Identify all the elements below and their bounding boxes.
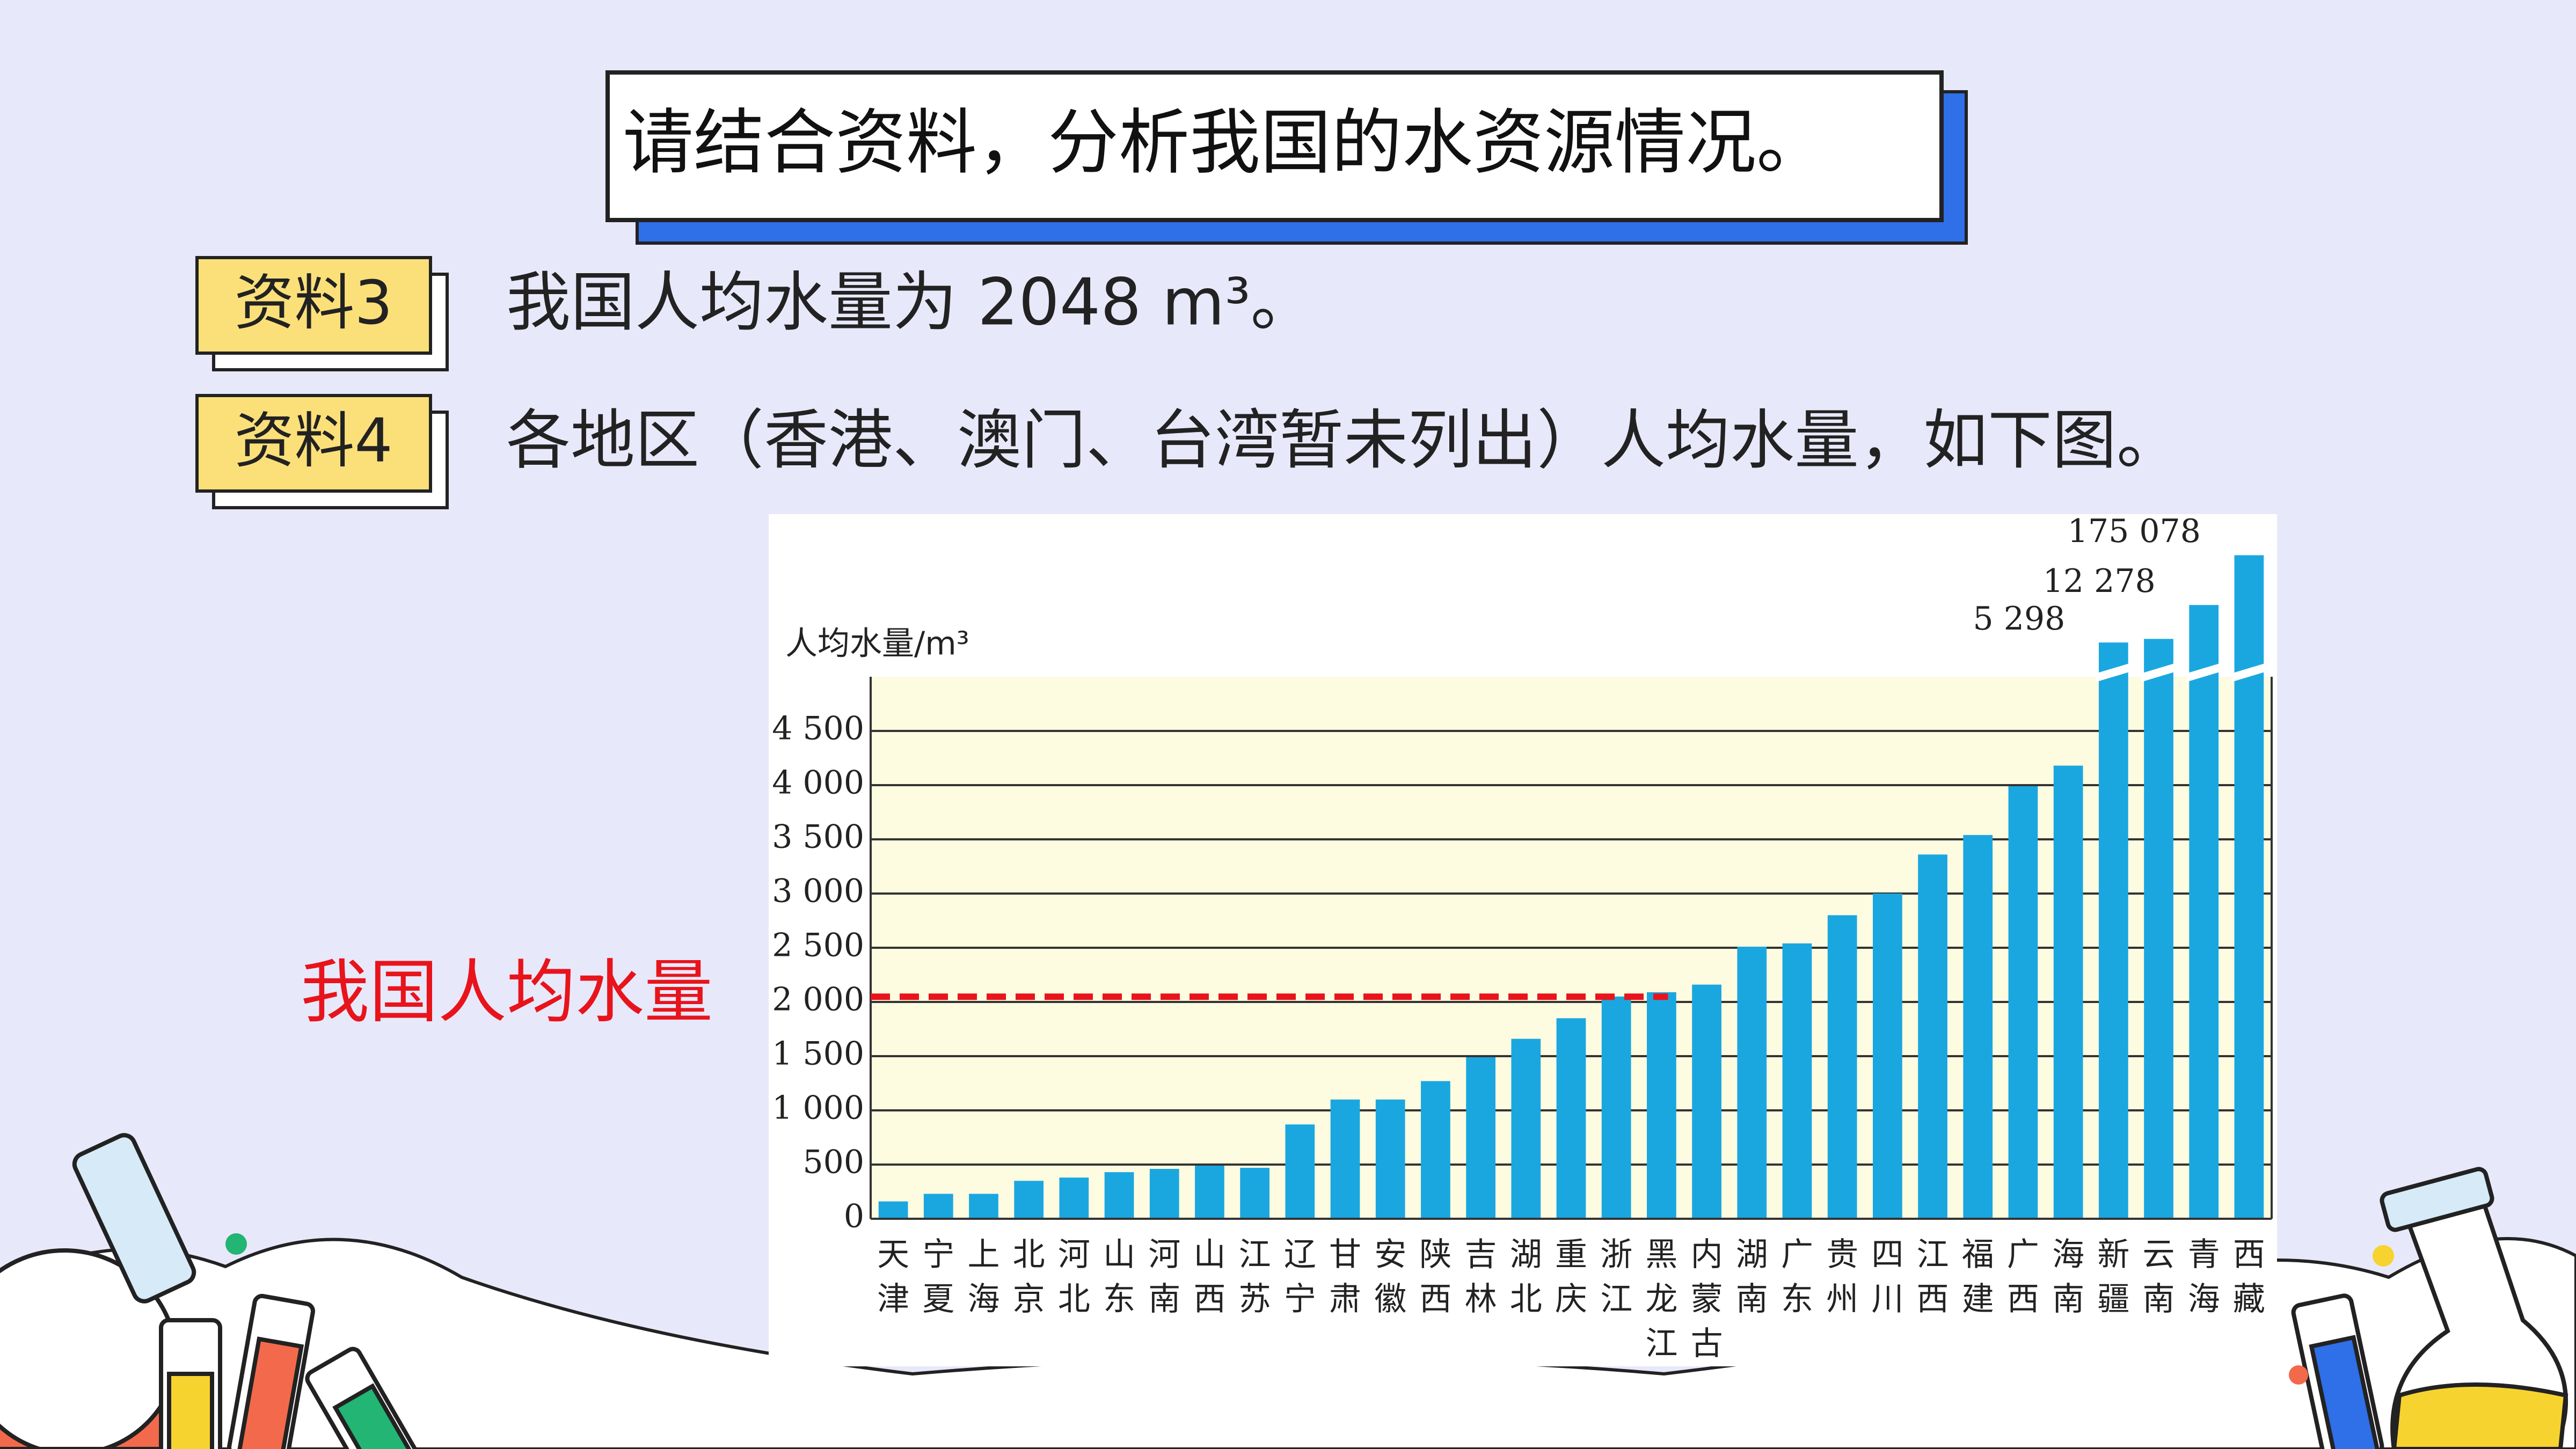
bar bbox=[1240, 1168, 1270, 1219]
x-tick-label: 内蒙古 bbox=[1691, 1236, 1723, 1363]
bar bbox=[1421, 1081, 1450, 1219]
y-tick-label: 4 000 bbox=[772, 764, 864, 802]
x-tick-label: 黑龙江 bbox=[1645, 1236, 1677, 1363]
x-tick-label: 贵州 bbox=[1826, 1236, 1858, 1318]
x-tick-label: 青海 bbox=[2188, 1236, 2220, 1318]
x-tick-label: 山东 bbox=[1103, 1236, 1135, 1318]
axis-break bbox=[2095, 663, 2132, 682]
y-tick-label: 2 500 bbox=[772, 927, 864, 964]
x-tick-label: 甘肃 bbox=[1329, 1236, 1361, 1318]
value-label: 175 078 bbox=[2068, 513, 2201, 550]
y-tick-label: 1 500 bbox=[772, 1035, 864, 1073]
x-tick-label: 陕西 bbox=[1419, 1236, 1451, 1318]
x-tick-label: 吉林 bbox=[1465, 1236, 1497, 1318]
x-tick-label: 广东 bbox=[1781, 1236, 1813, 1318]
chart: 人均水量/m³ 0 500 1 000 1 500 2 000 2 500 3 000 3 50… bbox=[301, 513, 2273, 1363]
bar bbox=[2144, 639, 2173, 1219]
bar bbox=[1195, 1166, 1224, 1219]
y-tick-label: 4 500 bbox=[772, 710, 864, 748]
y-axis-label: 人均水量/m³ bbox=[785, 625, 969, 663]
bar bbox=[1285, 1124, 1315, 1219]
flask-right bbox=[2291, 1167, 2568, 1449]
x-tick-label: 广西 bbox=[2007, 1236, 2039, 1318]
title: 请结合资料，分析我国的水资源情况。 bbox=[623, 101, 1827, 184]
material-text: 我国人均水量为 2048 m³。 bbox=[506, 266, 1315, 340]
reference-label: 我国人均水量 bbox=[301, 952, 713, 1032]
label-box bbox=[195, 256, 432, 355]
bar bbox=[1918, 854, 1947, 1219]
x-tick-label: 云南 bbox=[2143, 1236, 2175, 1318]
y-tick-label: 1 000 bbox=[772, 1089, 864, 1127]
bar bbox=[1556, 1018, 1586, 1219]
bar bbox=[2234, 555, 2264, 1219]
x-tick-label: 浙江 bbox=[1600, 1236, 1632, 1318]
bar bbox=[1014, 1181, 1044, 1219]
bar bbox=[1104, 1172, 1134, 1219]
bar bbox=[1782, 943, 1812, 1219]
bar bbox=[2008, 786, 2038, 1219]
y-tick-label: 500 bbox=[802, 1144, 864, 1181]
x-tick-label: 辽宁 bbox=[1284, 1236, 1316, 1318]
x-tick-label: 四川 bbox=[1871, 1236, 1903, 1318]
x-tick-label: 福建 bbox=[1962, 1236, 1994, 1318]
label-box bbox=[195, 394, 432, 493]
x-tick-label: 北京 bbox=[1013, 1236, 1045, 1318]
y-tick-label: 3 500 bbox=[772, 818, 864, 856]
x-tick-label: 河北 bbox=[1058, 1236, 1090, 1318]
bar bbox=[1466, 1057, 1495, 1219]
y-tick-label: 0 bbox=[844, 1198, 864, 1235]
x-tick-label: 天津 bbox=[877, 1236, 909, 1318]
material-label: 资料4 bbox=[234, 406, 392, 476]
bar bbox=[1149, 1169, 1179, 1219]
value-label: 5 298 bbox=[1973, 600, 2066, 638]
bar bbox=[1330, 1099, 1360, 1219]
x-tick-label: 宁夏 bbox=[922, 1236, 954, 1318]
x-tick-label: 湖南 bbox=[1736, 1236, 1768, 1318]
bar bbox=[1511, 1038, 1541, 1219]
axis-break bbox=[2231, 663, 2267, 682]
bar bbox=[1375, 1099, 1405, 1219]
bar bbox=[1963, 835, 1993, 1219]
bar bbox=[1647, 992, 1676, 1219]
x-tick-label: 上海 bbox=[967, 1236, 999, 1318]
y-tick-label: 2 000 bbox=[772, 981, 864, 1019]
bar bbox=[923, 1194, 953, 1219]
bar bbox=[969, 1194, 998, 1219]
y-tick-label: 3 000 bbox=[772, 873, 864, 910]
title-box bbox=[605, 70, 1944, 222]
flask-left bbox=[0, 1133, 420, 1449]
bar bbox=[2098, 642, 2128, 1219]
axis-break bbox=[2141, 663, 2177, 682]
x-tick-label: 湖北 bbox=[1510, 1236, 1542, 1318]
x-tick-label: 山西 bbox=[1193, 1236, 1225, 1318]
x-tick-label: 海南 bbox=[2052, 1236, 2084, 1318]
bar bbox=[1601, 996, 1631, 1219]
x-tick-label: 安徽 bbox=[1374, 1236, 1406, 1318]
x-tick-label: 河南 bbox=[1148, 1236, 1180, 1318]
bar bbox=[1059, 1177, 1089, 1219]
bar bbox=[1692, 984, 1721, 1219]
bar bbox=[878, 1201, 908, 1219]
dot bbox=[2373, 1245, 2394, 1267]
material-text: 各地区（香港、澳门、台湾暂未列出）人均水量，如下图。 bbox=[506, 404, 2181, 478]
x-tick-label: 新疆 bbox=[2097, 1236, 2129, 1318]
bar bbox=[1872, 894, 1902, 1219]
x-tick-label: 重庆 bbox=[1555, 1236, 1587, 1318]
x-tick-label: 江苏 bbox=[1239, 1236, 1271, 1318]
axis-break bbox=[2186, 663, 2222, 682]
bar bbox=[1827, 915, 1857, 1219]
value-label: 12 278 bbox=[2043, 562, 2156, 600]
bar bbox=[2189, 605, 2219, 1219]
dot bbox=[225, 1233, 247, 1255]
x-tick-label: 江西 bbox=[1917, 1236, 1949, 1318]
bar bbox=[2053, 765, 2083, 1219]
bar bbox=[1737, 946, 1767, 1219]
material-label: 资料3 bbox=[234, 268, 392, 338]
x-tick-label: 西藏 bbox=[2233, 1236, 2265, 1318]
dot bbox=[2289, 1365, 2308, 1385]
